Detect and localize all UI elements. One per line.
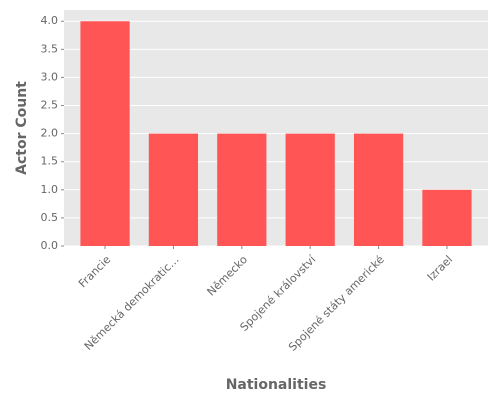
y-tick-label: 0.5 [41,211,59,224]
y-tick-label: 4.0 [41,14,59,27]
bar [422,189,472,246]
x-axis-title: Nationalities [226,377,327,393]
bar [285,133,335,246]
y-tick-label: 1.0 [41,183,59,196]
x-tick-label: Spojené království [238,252,319,333]
x-tick-label: Izrael [425,253,455,283]
bar [217,133,267,246]
y-tick-label: 2.5 [41,99,59,112]
bar [353,133,404,246]
x-tick-label: Francie [76,253,113,290]
x-tick-label: Německo [205,253,251,299]
y-tick-label: 1.5 [41,155,59,168]
bar [80,21,130,246]
bar [148,133,199,246]
y-axis-title: Actor Count [14,81,30,175]
y-tick-label: 2.0 [41,127,59,140]
y-tick-label: 0.0 [41,239,59,252]
y-tick-label: 3.0 [41,70,59,83]
y-tick-label: 3.5 [41,42,59,55]
